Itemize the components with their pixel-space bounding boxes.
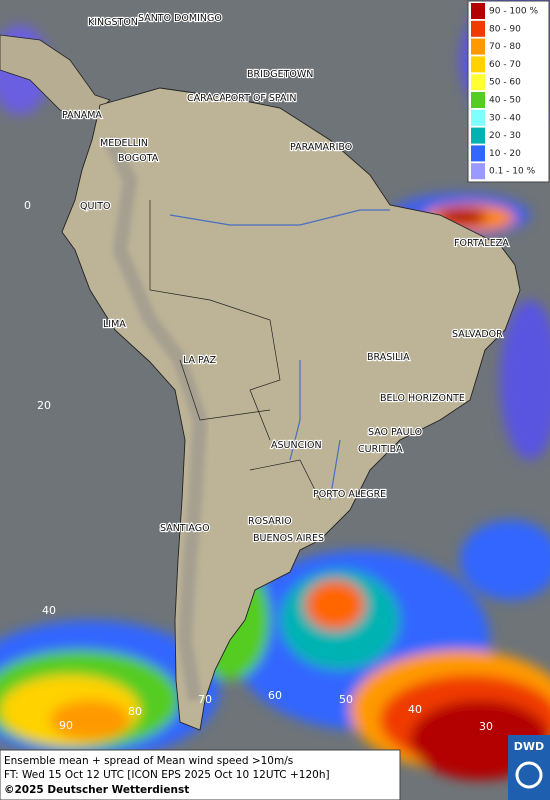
grid-label: 90 [59,719,73,732]
city-label: LA PAZ [183,355,217,366]
grid-label: 80 [128,705,142,718]
rivers [169,209,390,501]
legend-swatch [471,3,485,19]
footer-box [0,749,401,800]
city-label: BUENOS AIRES [253,533,324,544]
legend-label: 10 - 20 [489,149,521,159]
city-label: PORT OF SPAIN [225,93,296,104]
legend-swatch [471,20,485,37]
legend: 90 - 100 % 80 - 90 70 - 80 60 - 70 50 - 60 40… [467,0,550,183]
city-label: SAO PAULO [368,427,422,438]
legend-label: 20 - 30 [489,131,521,141]
grid-label: 40 [408,703,422,716]
city-label: CURITIBA [358,444,403,455]
grid-label: 40 [42,604,56,617]
grid-labels: 0 20 40 90 80 70 60 50 40 30 [24,199,493,733]
grid-label: 20 [37,399,51,412]
city-label: ROSARIO [248,516,292,527]
city-label: QUITO [80,201,111,212]
legend-label: 60 - 70 [489,60,521,70]
legend-label: 40 - 50 [489,96,521,106]
city-label: SANTO DOMINGO [138,13,222,24]
legend-swatch [471,145,485,162]
city-label: BOGOTA [118,153,159,164]
legend-label: 50 - 60 [489,78,521,88]
legend-swatch [471,163,485,180]
city-label: SANTIAGO [160,523,210,534]
footer-line: FT: Wed 15 Oct 12 UTC [ICON EPS 2025 Oct… [4,769,330,781]
city-label: LIMA [103,319,126,330]
grid-label: 0 [24,199,31,212]
legend-swatch [471,92,485,108]
logo-box [508,735,550,800]
grid-label: 60 [268,689,282,702]
legend-swatch [471,38,485,55]
city-label: BRASILIA [367,352,410,363]
legend-label: 70 - 80 [489,42,521,52]
grid-label: 30 [479,720,493,733]
city-labels: KINGSTON SANTO DOMINGOBRIDGETOWNCARACASPO… [61,12,510,545]
city-label: BRIDGETOWN [247,69,313,80]
legend-label: 90 - 100 % [489,7,538,17]
legend-label: 80 - 90 [489,24,521,34]
city-label: BELO HORIZONTE [380,393,465,404]
city-label: ASUNCION [271,440,322,451]
city-label: FORTALEZA [454,238,509,249]
grid-label: 70 [198,693,212,706]
city-label: PANAMA [62,110,102,121]
footer-line: Ensemble mean + spread of Mean wind spee… [4,755,293,767]
legend-swatch [471,56,485,73]
city-label: CARACAS [187,93,232,104]
city-label: KINGSTON [88,17,138,28]
city-label: MEDELLIN [100,138,148,149]
borders [149,200,321,501]
legend-swatch [471,109,485,126]
grid-label: 50 [339,693,353,706]
logo: DWD [514,740,544,753]
legend-swatch [471,74,485,91]
south-america [61,87,521,731]
city-label: SALVADOR [452,329,503,340]
copyright: ©2025 Deutscher Wetterdienst [4,784,189,796]
city-label: PARAMARIBO [290,142,352,153]
city-label: PORTO ALEGRE [313,489,386,500]
logo-icon [515,761,543,789]
legend-label: 0.1 - 10 % [489,167,536,177]
legend-label: 30 - 40 [489,113,521,123]
legend-swatch [471,127,485,144]
